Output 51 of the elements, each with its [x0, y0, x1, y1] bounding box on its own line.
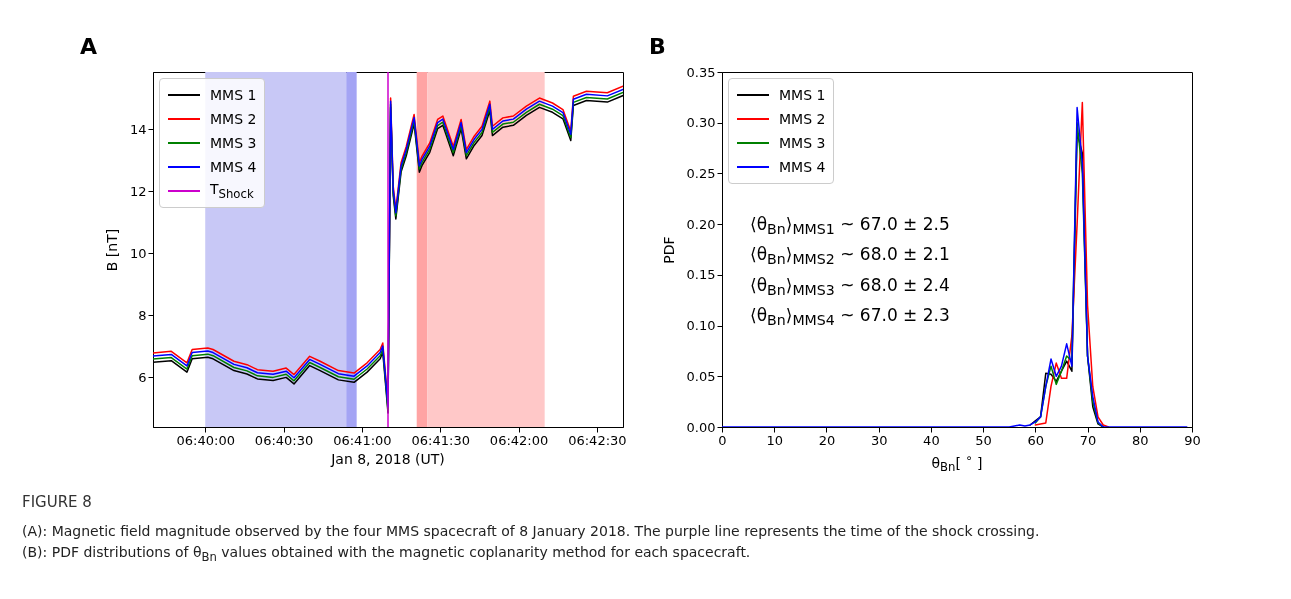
chart-title: B	[649, 34, 666, 59]
annotation: ⟨θ$_{Bn}$⟩$_{MMS1}$ ~ 67.0 ± 2.5	[750, 213, 950, 240]
y-axis-title: PDF	[660, 236, 677, 264]
legend-label: MMS 1	[210, 87, 257, 103]
chart-title: A	[80, 34, 98, 59]
legend-label: MMS 2	[779, 111, 826, 127]
y-tick-label: 0.10	[686, 318, 716, 334]
x-tick-label: 80	[1132, 432, 1149, 448]
x-tick-label: 70	[1079, 432, 1097, 448]
y-tick-label: 14	[129, 121, 147, 137]
x-tick-label: 06:40:30	[254, 432, 314, 448]
y-tick-label: 0.35	[686, 64, 716, 80]
x-tick-label: 06:41:30	[411, 432, 470, 448]
x-axis-title: Jan 8, 2018 (UT)	[329, 451, 446, 467]
y-tick-label: 12	[129, 183, 147, 199]
x-axis-title: θ$_{Bn}$[ $^{∘}$ ]	[930, 451, 984, 475]
text: (A): Magnetic field magnitude observed by the four MMS spacecraft of 8 January 2018. The purple line represents the time of the shock crossing.	[22, 522, 1040, 541]
y-tick-label: 6	[138, 369, 147, 385]
x-tick-label: 40	[923, 432, 940, 448]
y-tick-label: 0.30	[686, 115, 716, 131]
legend-label: T$_{Shock}$	[210, 181, 254, 201]
legend-label: MMS 4	[210, 159, 257, 175]
annotation: ⟨θ$_{Bn}$⟩$_{MMS3}$ ~ 68.0 ± 2.4	[750, 273, 950, 301]
legend-label: MMS 4	[779, 159, 826, 175]
y-tick-label: 10	[129, 245, 147, 261]
y-axis-title: B [nT]	[103, 228, 120, 272]
legend-label: MMS 1	[779, 87, 826, 103]
caption: FIGURE 8	[22, 492, 93, 513]
x-tick-label: 60	[1027, 432, 1045, 448]
y-tick-label: 0.00	[686, 419, 716, 435]
annotation: ⟨θ$_{Bn}$⟩$_{MMS4}$ ~ 67.0 ± 2.3	[750, 304, 950, 331]
annotation: ⟨θ$_{Bn}$⟩$_{MMS2}$ ~ 68.0 ± 2.1	[750, 243, 950, 270]
y-tick-label: 0.15	[686, 267, 716, 283]
legend-label: MMS 3	[210, 135, 257, 151]
x-tick-label: 06:40:00	[176, 432, 235, 448]
legend-label: MMS 3	[779, 135, 826, 151]
text: (B): PDF distributions of θ$_{Bn}$ values obtained with the magnetic coplanarity method for each spacecraft.	[22, 543, 752, 566]
x-tick-label: 10	[766, 432, 783, 448]
x-tick-label: 20	[818, 432, 836, 448]
x-tick-label: 06:41:00	[333, 432, 392, 448]
x-tick-label: 50	[975, 432, 992, 448]
x-tick-label: 06:42:30	[568, 432, 627, 448]
x-tick-label: 0	[718, 432, 727, 448]
y-tick-label: 0.05	[686, 368, 716, 384]
x-tick-label: 06:42:00	[489, 432, 549, 448]
y-tick-label: 0.25	[686, 165, 716, 181]
x-tick-label: 30	[870, 432, 888, 448]
x-tick-label: 90	[1184, 432, 1201, 448]
legend-label: MMS 2	[210, 111, 257, 127]
y-tick-label: 8	[138, 307, 147, 323]
y-tick-label: 0.20	[686, 216, 716, 232]
